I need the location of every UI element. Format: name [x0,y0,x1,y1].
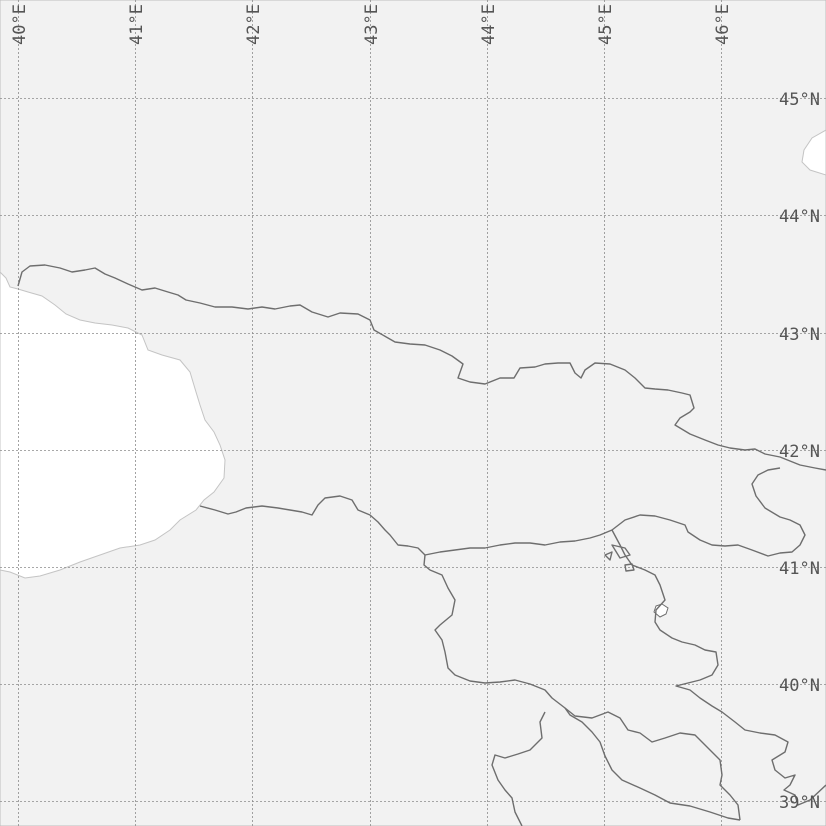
enclave-3 [611,544,631,559]
lat-label-45: 45°N [779,90,820,110]
lon-label-41: 41°E [127,4,147,45]
caspian-sea [801,129,826,176]
border-turkey-armenia [423,554,741,821]
black-sea [0,271,226,579]
border-georgia-south [199,467,806,557]
lat-label-39: 39°N [779,793,820,813]
border-turkey-iran [491,711,546,826]
lon-label-43: 43°E [362,4,382,45]
lon-label-42: 42°E [244,4,264,45]
latitude-labels: 45°N 44°N 43°N 42°N 41°N 40°N 39°N [779,90,820,813]
enclave-1 [604,551,613,561]
lon-label-45: 45°E [596,4,616,45]
border-armenia-azerbaijan [611,529,826,806]
enclave-2 [624,563,635,572]
lat-label-42: 42°N [779,442,820,462]
lat-label-41: 41°N [779,559,820,579]
lat-label-40: 40°N [779,676,820,696]
border-nakhchivan [564,707,741,821]
lon-label-44: 44°E [479,4,499,45]
lon-label-40: 40°E [10,4,30,45]
border-georgia-russia [17,264,826,471]
longitude-labels: 40°E 41°E 42°E 43°E 44°E 45°E 46°E [10,4,733,45]
lon-label-46: 46°E [713,4,733,45]
lat-label-43: 43°N [779,325,820,345]
lat-label-44: 44°N [779,207,820,227]
